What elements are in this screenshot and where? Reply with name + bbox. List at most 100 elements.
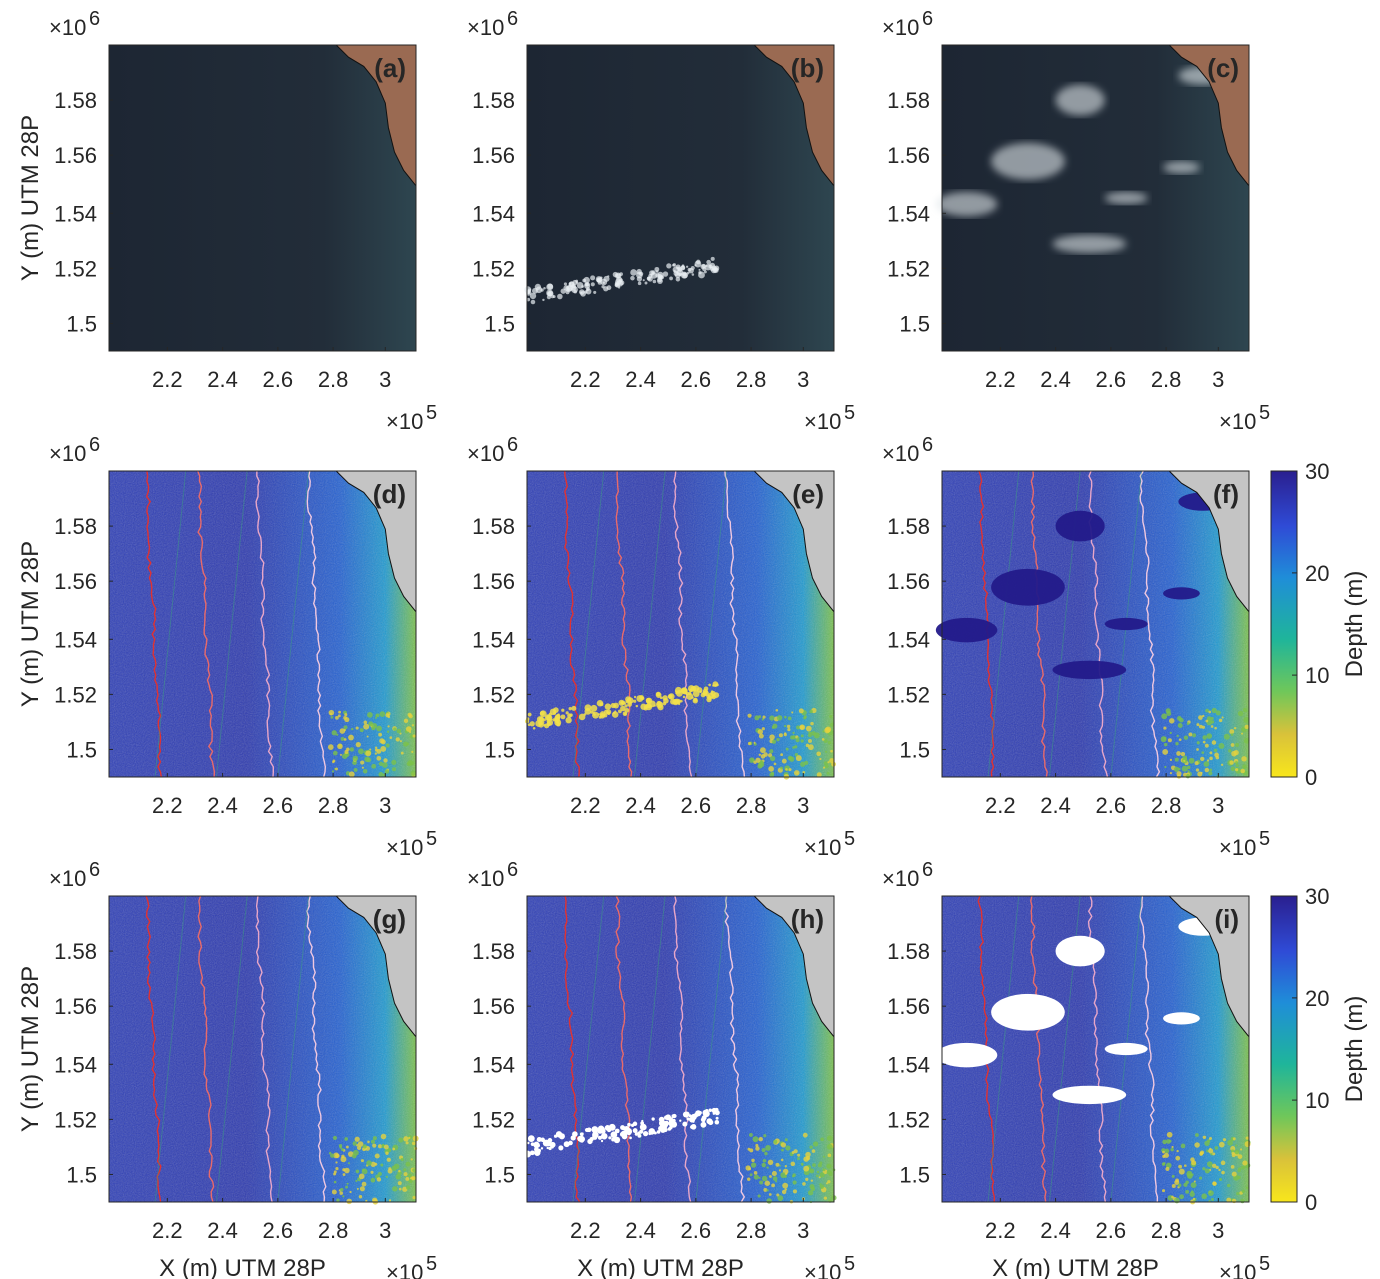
shallow-depth-speck xyxy=(1202,735,1208,740)
shallow-depth-speck xyxy=(1186,765,1191,770)
cloud-speck xyxy=(666,263,672,269)
shallow-depth-speck xyxy=(1234,1149,1240,1155)
shallow-depth-speck xyxy=(1163,736,1167,740)
cloud-speck xyxy=(662,695,668,701)
cloud-speck xyxy=(563,1141,570,1148)
shallow-depth-speck xyxy=(772,1176,778,1181)
shallow-depth-speck xyxy=(795,755,802,762)
shallow-depth-speck xyxy=(803,1165,810,1172)
swath-artifact-line xyxy=(572,470,605,778)
shallow-depth-speck xyxy=(764,1151,768,1156)
cloud-speck xyxy=(633,699,637,703)
cloud-speck xyxy=(667,694,673,699)
cloud-speck xyxy=(549,1141,556,1148)
shallow-depth-speck xyxy=(374,748,379,752)
shallow-depth-speck xyxy=(1211,1197,1215,1201)
x-axis-label: X (m) UTM 28P xyxy=(992,1255,1159,1279)
axes-frame xyxy=(941,44,1250,352)
depth-contour-line xyxy=(672,470,693,778)
shallow-depth-speck xyxy=(376,725,382,732)
y-tick-label: 1.56 xyxy=(887,994,930,1019)
shallow-depth-speck xyxy=(389,736,393,739)
shallow-depth-speck xyxy=(1176,771,1182,777)
shallow-depth-speck xyxy=(1205,719,1209,723)
cloud-speck xyxy=(529,1150,535,1156)
shallow-depth-speck xyxy=(805,743,810,748)
shallow-depth-speck xyxy=(335,1167,339,1171)
cloud-speck xyxy=(546,283,554,291)
shallow-depth-speck xyxy=(805,1177,809,1181)
shallow-depth-speck xyxy=(1207,1190,1214,1196)
swath-artifact-line xyxy=(695,895,728,1203)
panel-d: (d)1.581.561.541.521.52.2 2.4 2.6 2.8 3×10 6×… xyxy=(17,434,437,860)
shallow-depth-speck xyxy=(781,1189,787,1195)
cloud-speck xyxy=(596,278,602,283)
cloud-patch xyxy=(1163,161,1200,174)
axes-frame xyxy=(941,895,1250,1203)
shallow-depth-speck xyxy=(365,750,372,757)
shallow-depth-speck xyxy=(382,762,388,768)
cloud-speck xyxy=(527,1135,535,1143)
panel-g: (g)1.581.561.541.521.52.2 2.4 2.6 2.8 3×10 6×… xyxy=(17,859,437,1279)
y-tick-label: 1.56 xyxy=(472,143,515,168)
shallow-depth-speck xyxy=(816,1170,820,1174)
shallow-depth-speck xyxy=(769,755,776,762)
x-tick-label: 2.2 xyxy=(152,793,183,818)
shallow-depth-speck xyxy=(828,1172,833,1177)
shallow-depth-speck xyxy=(1162,1154,1166,1159)
cloud-speck xyxy=(581,285,584,288)
cloud-speck xyxy=(659,696,663,700)
shallow-depth-speck xyxy=(822,1155,826,1158)
shallow-depth-speck xyxy=(753,760,757,764)
shallow-depth-speck xyxy=(776,715,783,721)
y-axis-multiplier-exponent: 6 xyxy=(922,859,933,881)
x-tick-label: 2.8 xyxy=(1151,367,1182,392)
shallow-depth-speck xyxy=(763,1134,767,1138)
shallow-depth-speck xyxy=(792,746,795,749)
x-axis-multiplier: ×10 xyxy=(386,409,423,434)
shallow-depth-speck xyxy=(1194,1142,1200,1148)
shallow-depth-speck xyxy=(1198,1176,1203,1180)
shallow-depth-speck xyxy=(1210,1166,1213,1169)
panel-label: (d) xyxy=(373,479,406,509)
shallow-depth-speck xyxy=(1245,1136,1249,1140)
shallow-depth-speck xyxy=(817,1163,822,1168)
shallow-depth-speck xyxy=(1161,1189,1166,1193)
cloud-speck xyxy=(712,681,719,687)
shallow-depth-speck xyxy=(1209,751,1213,755)
panel-a: (a)1.581.561.541.521.52.2 2.4 2.6 2.8 3×10 6×… xyxy=(17,8,437,434)
panel-label: (b) xyxy=(791,53,824,83)
cloud-speck xyxy=(620,701,624,705)
shallow-depth-speck xyxy=(1171,1174,1175,1178)
shallow-depth-speck xyxy=(399,740,402,743)
axes-frame xyxy=(941,470,1250,778)
shallow-depth-speck xyxy=(379,738,385,744)
shallow-depth-speck xyxy=(361,1181,367,1187)
shallow-depth-speck xyxy=(1208,710,1212,714)
shallow-depth-speck xyxy=(357,1141,364,1147)
shallow-depth-speck xyxy=(782,1182,789,1189)
cloud-speck xyxy=(640,1125,644,1129)
shallow-depth-speck xyxy=(829,714,833,718)
shallow-depth-speck xyxy=(1188,757,1195,764)
cloud-speck xyxy=(578,713,586,721)
cloud-speck xyxy=(568,281,575,287)
y-tick-label: 1.5 xyxy=(484,737,515,762)
y-axis-multiplier-exponent: 6 xyxy=(89,8,100,30)
shallow-depth-speck xyxy=(1186,722,1190,726)
shallow-depth-speck xyxy=(785,747,789,751)
cloud-patch xyxy=(1163,1012,1200,1025)
shallow-depth-speck xyxy=(787,716,792,721)
axes-frame xyxy=(526,470,835,778)
panel-label: (c) xyxy=(1207,53,1239,83)
cloud-speck xyxy=(710,267,717,274)
x-tick-label: 2.8 xyxy=(318,793,349,818)
cloud-speck xyxy=(614,282,621,288)
cloud-speck xyxy=(682,1121,688,1127)
x-tick-label: 3 xyxy=(379,793,391,818)
shallow-depth-speck xyxy=(825,726,832,733)
shallow-depth-speck xyxy=(819,1172,825,1178)
shallow-depth-speck xyxy=(383,758,388,763)
shallow-depth-speck xyxy=(766,1166,769,1169)
shallow-depth-speck xyxy=(829,722,835,727)
